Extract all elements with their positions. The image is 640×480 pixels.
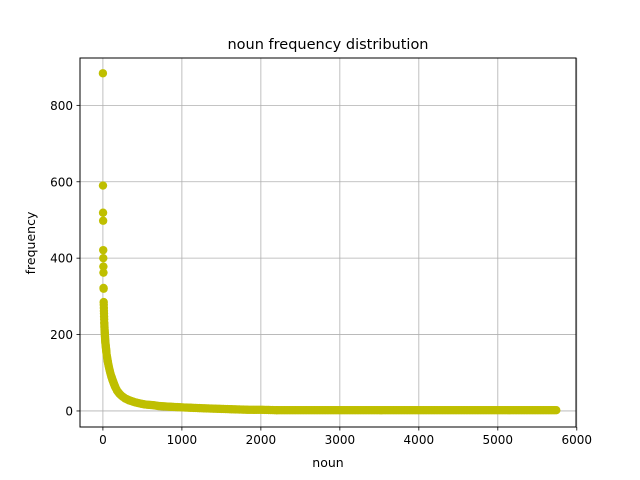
y-tick-label: 600 xyxy=(50,175,73,189)
plot-frame xyxy=(79,57,577,428)
data-point xyxy=(99,245,108,255)
data-point xyxy=(552,405,561,415)
grid-lines xyxy=(80,58,578,427)
y-axis-label: frequency xyxy=(23,211,38,274)
x-tick-label: 2000 xyxy=(246,433,277,447)
y-tick-label: 400 xyxy=(50,252,73,266)
x-axis-ticks: 0 1000 2000 3000 4000 5000 6000 xyxy=(99,427,592,447)
x-tick-label: 4000 xyxy=(404,433,435,447)
data-point xyxy=(99,253,108,263)
data-point xyxy=(103,357,113,366)
data-point xyxy=(99,268,108,277)
data-point xyxy=(102,347,111,356)
x-tick-label: 1000 xyxy=(167,433,198,447)
x-tick-label: 5000 xyxy=(483,433,514,447)
x-tick-label: 0 xyxy=(99,433,107,447)
data-point xyxy=(98,208,108,217)
x-axis-label: noun xyxy=(312,455,343,470)
data-point xyxy=(99,284,108,293)
data-point xyxy=(99,262,108,271)
data-point xyxy=(110,382,120,391)
x-tick-label: 3000 xyxy=(325,433,356,447)
y-tick-label: 0 xyxy=(65,404,73,418)
y-tick-label: 800 xyxy=(50,99,73,113)
data-point xyxy=(270,405,279,415)
y-tick-label: 200 xyxy=(50,328,73,342)
data-point xyxy=(98,69,108,78)
data-point xyxy=(98,216,108,225)
x-tick-label: 6000 xyxy=(562,433,593,447)
y-axis-ticks: 0 200 400 600 800 xyxy=(50,99,80,418)
data-points xyxy=(98,69,561,415)
chart-title: noun frequency distribution xyxy=(227,37,428,53)
data-point xyxy=(98,181,108,190)
